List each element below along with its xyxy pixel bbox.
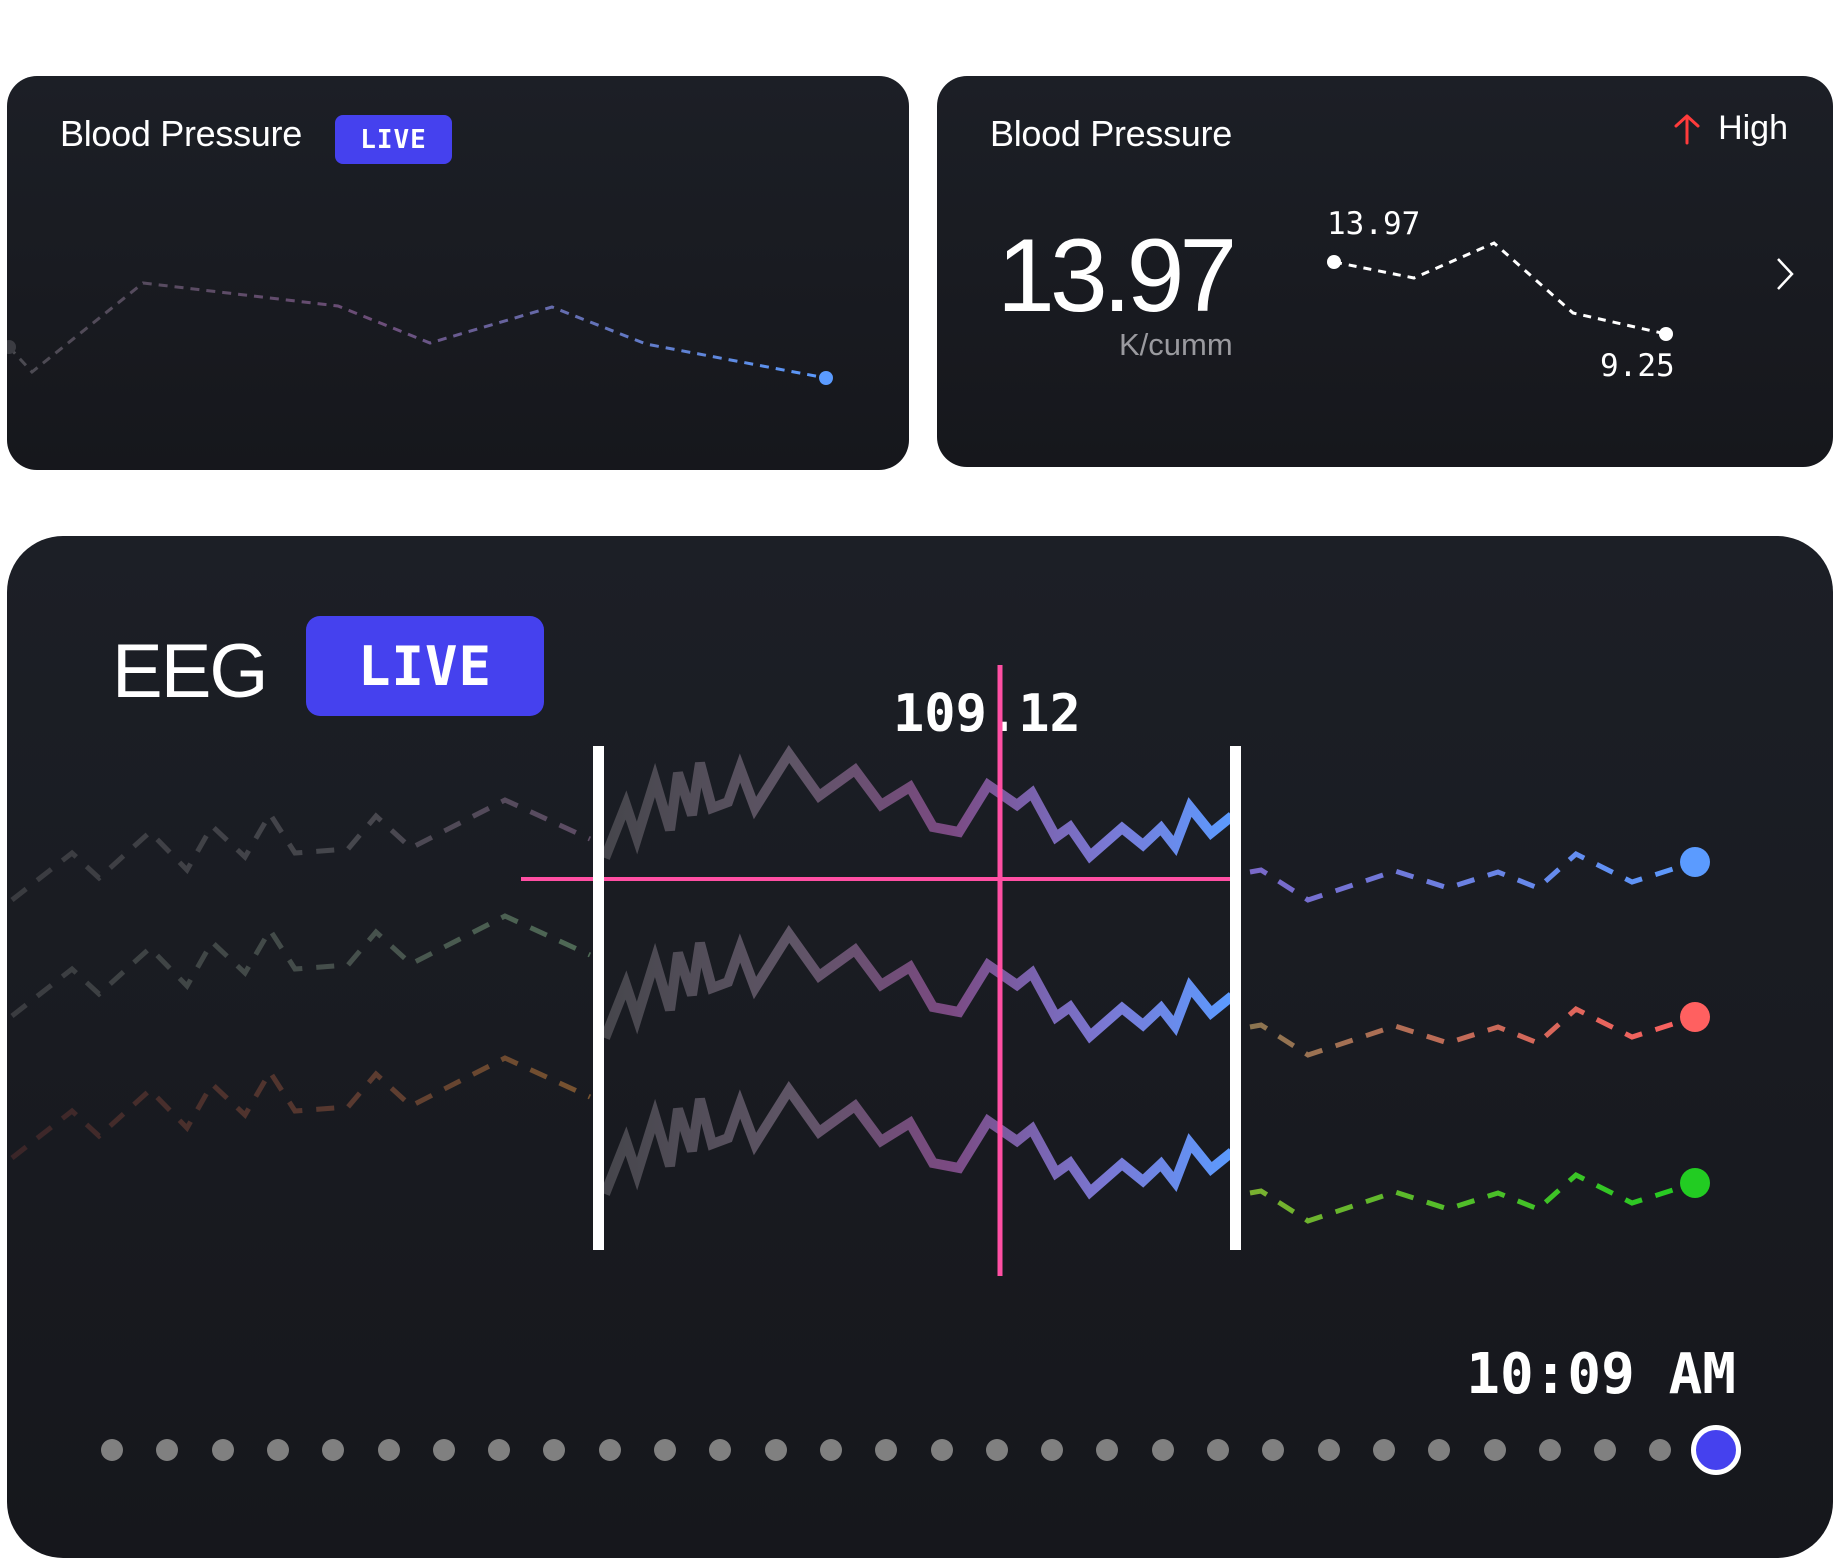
status-indicator: High [1674, 109, 1788, 148]
eeg-card[interactable]: EEG LIVE 109.12 [7, 536, 1833, 1558]
channel-2-live [1250, 1009, 1695, 1055]
cursor-value-label: 109.12 [893, 684, 1081, 744]
channel-2-current-dot [1680, 1002, 1710, 1032]
status-label: High [1718, 109, 1788, 147]
channel-2-history [12, 916, 590, 1016]
start-point [7, 340, 16, 354]
timeline-dot[interactable] [1041, 1439, 1064, 1461]
chevron-right-icon[interactable] [1773, 256, 1797, 292]
range-handle-right[interactable] [1230, 746, 1241, 1250]
timeline-dot[interactable] [930, 1439, 953, 1461]
channel-3-window [605, 1090, 1232, 1194]
arrow-up-icon [1674, 114, 1700, 144]
sparkline-end-label: 9.25 [1600, 348, 1675, 384]
timeline-dot[interactable] [598, 1439, 621, 1461]
current-time: 10:09 AM [1466, 1342, 1736, 1407]
timeline-dot[interactable] [488, 1439, 511, 1461]
latest-point [819, 371, 833, 385]
timeline-dot[interactable] [101, 1439, 123, 1461]
timeline-dot[interactable] [322, 1439, 345, 1461]
timeline-dot[interactable] [211, 1439, 234, 1461]
timeline-dot[interactable] [156, 1439, 179, 1461]
channel-1-window [605, 754, 1232, 858]
card-title: Blood Pressure [60, 113, 302, 154]
timeline-dot[interactable] [1096, 1439, 1119, 1461]
timeline-dot[interactable] [1649, 1439, 1672, 1461]
unit-label: K/cumm [1119, 327, 1233, 362]
current-value: 13.97 [997, 218, 1237, 334]
sparkline-chart [1327, 241, 1673, 341]
timeline-dot[interactable] [1594, 1439, 1617, 1461]
blood-pressure-stat-card[interactable]: Blood Pressure High 13.97 K/cumm 13.97 9… [937, 76, 1833, 467]
timeline-dot[interactable] [1372, 1439, 1395, 1461]
timeline-dot[interactable] [1207, 1439, 1229, 1461]
channel-3-live [1250, 1175, 1695, 1221]
channel-1-history [12, 800, 590, 900]
timeline-active-dot[interactable] [1691, 1425, 1741, 1475]
timeline-dot[interactable] [1262, 1439, 1285, 1461]
timeline-dot[interactable] [764, 1439, 787, 1461]
card-title: Blood Pressure [990, 113, 1232, 154]
timeline-dot[interactable] [377, 1439, 400, 1461]
blood-pressure-live-card[interactable]: Blood Pressure LIVE [7, 76, 909, 470]
eeg-waveform-chart[interactable] [7, 536, 1833, 1558]
timeline-dot[interactable] [1538, 1439, 1561, 1461]
timeline-dot[interactable] [819, 1439, 842, 1461]
eeg-title: EEG [112, 629, 268, 714]
timeline-dot[interactable] [709, 1439, 732, 1461]
channel-2-window [605, 934, 1232, 1038]
timeline-dot[interactable] [543, 1439, 566, 1461]
timeline-dot[interactable] [432, 1439, 455, 1461]
channel-1-current-dot [1680, 847, 1710, 877]
sparkline-start-label: 13.97 [1327, 206, 1421, 242]
channel-3-history [12, 1058, 590, 1158]
timeline-dot[interactable] [875, 1439, 898, 1461]
timeline-dot[interactable] [1151, 1439, 1174, 1461]
timeline-dot[interactable] [654, 1439, 676, 1461]
channel-3-current-dot [1680, 1168, 1710, 1198]
live-badge: LIVE [335, 115, 452, 164]
channel-1-live [1250, 854, 1695, 900]
timeline-dot[interactable] [1483, 1439, 1506, 1461]
timeline-dot[interactable] [1428, 1439, 1451, 1461]
range-handle-left[interactable] [593, 746, 604, 1250]
timeline-dot[interactable] [985, 1439, 1008, 1461]
blood-pressure-line-chart [7, 281, 833, 385]
timeline-dot[interactable] [1317, 1439, 1340, 1461]
live-badge: LIVE [306, 616, 544, 716]
timeline-dot[interactable] [266, 1439, 289, 1461]
